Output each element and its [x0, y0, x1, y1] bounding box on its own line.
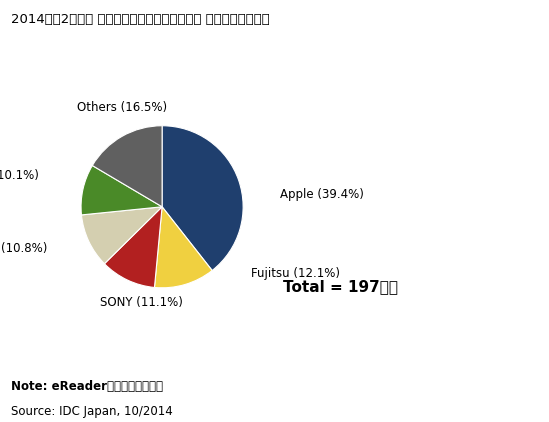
Wedge shape — [92, 126, 162, 207]
Text: Source: IDC Japan, 10/2014: Source: IDC Japan, 10/2014 — [11, 405, 173, 418]
Text: Total = 197万台: Total = 197万台 — [283, 279, 398, 295]
Wedge shape — [104, 207, 162, 287]
Wedge shape — [162, 126, 243, 271]
Text: 2014年第2四半期 国内タブレット端末出荷台数 ベンダー別シェア: 2014年第2四半期 国内タブレット端末出荷台数 ベンダー別シェア — [11, 13, 270, 26]
Text: SONY (11.1%): SONY (11.1%) — [100, 296, 183, 309]
Wedge shape — [81, 165, 162, 215]
Text: Fujitsu (12.1%): Fujitsu (12.1%) — [251, 267, 340, 280]
Text: Sharp (10.1%): Sharp (10.1%) — [0, 170, 39, 182]
Wedge shape — [81, 207, 162, 264]
Wedge shape — [154, 207, 212, 288]
Text: ASUS (10.8%): ASUS (10.8%) — [0, 242, 47, 255]
Text: Note: eReaderは含まれていない: Note: eReaderは含まれていない — [11, 380, 163, 393]
Text: Others (16.5%): Others (16.5%) — [76, 101, 167, 114]
Text: Apple (39.4%): Apple (39.4%) — [279, 188, 363, 201]
